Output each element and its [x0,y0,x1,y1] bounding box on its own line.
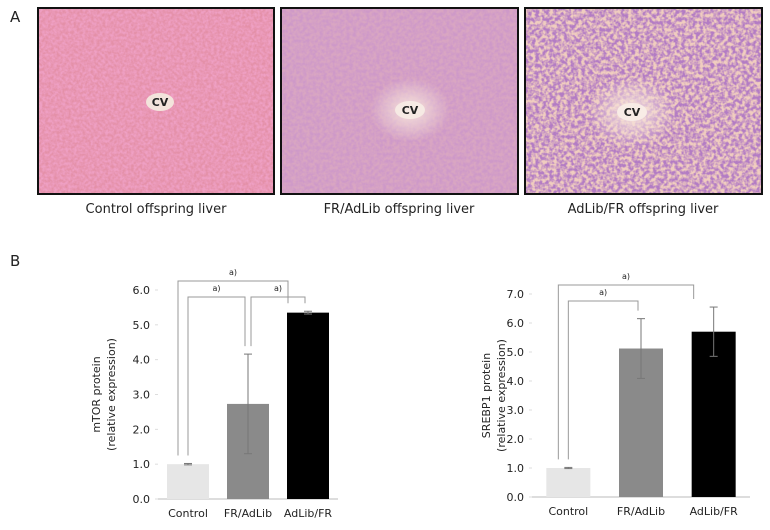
y-tick-label: 1.0 [133,458,151,471]
significance-bracket [187,296,246,456]
y-tick-label: 6.0 [507,317,525,330]
y-tick-label: 0.0 [507,491,525,504]
significance-label: a) [229,268,237,277]
image-caption: FR/AdLib offspring liver [324,202,475,217]
cv-label: CV [152,96,169,109]
error-bar [184,462,192,466]
bar [691,331,736,497]
x-tick-label: AdLib/FR [690,505,739,518]
panel-label: B [10,252,20,270]
y-tick-label: 7.0 [507,288,525,301]
y-axis-label: mTOR protein [90,356,103,432]
error-bar [244,353,252,455]
significance-label: a) [212,284,220,293]
image-caption: Control offspring liver [86,202,228,217]
y-tick-label: 5.0 [507,346,525,359]
error-bar [564,466,573,470]
panel-label: A [10,8,21,26]
histology-image: CV Control offspring liver [37,7,275,217]
y-tick-label: 3.0 [133,389,151,402]
image-caption: AdLib/FR offspring liver [568,202,719,217]
y-axis-label: SREBP1 protein [480,353,493,438]
x-tick-label: Control [168,507,208,520]
bar-chart: 0.0 1.0 2.0 3.0 4.0 5.0 6.0 7.0 SREBP1 protein (r… [480,272,750,518]
x-tick-label: Control [548,505,588,518]
y-tick-label: 2.0 [133,423,151,436]
significance-label: a) [599,288,607,297]
cv-label: CV [624,106,641,119]
y-tick-label: 3.0 [507,404,525,417]
y-tick-label: 5.0 [133,319,151,332]
cv-label: CV [402,104,419,117]
y-axis-label: (relative expression) [105,338,118,451]
bar-chart: 0.0 1.0 2.0 3.0 4.0 5.0 6.0 mTOR protein (relati… [90,268,338,520]
y-tick-label: 4.0 [133,354,151,367]
significance-bracket [177,280,289,456]
bar [167,464,209,499]
y-tick-label: 1.0 [507,462,525,475]
error-bar [304,310,312,315]
significance-bracket [557,284,695,460]
y-tick-label: 6.0 [133,284,151,297]
error-bar [637,318,645,379]
x-tick-label: AdLib/FR [284,507,333,520]
histology-image: CV FR/AdLib offspring liver [280,7,519,217]
significance-label: a) [622,272,630,281]
bar [287,312,329,499]
significance-label: a) [274,284,282,293]
y-tick-label: 2.0 [507,433,525,446]
error-bar [709,306,718,357]
significance-bracket [250,296,306,347]
y-tick-label: 0.0 [133,493,151,506]
significance-bracket [567,300,639,460]
x-tick-label: FR/AdLib [224,507,272,520]
x-tick-label: FR/AdLib [617,505,665,518]
histology-image: CV AdLib/FR offspring liver [524,7,763,217]
bar [546,468,591,497]
panel-a: A CV Control offspring liver CV FR/AdLib… [10,7,763,217]
y-tick-label: 4.0 [507,375,525,388]
y-axis-label: (relative expression) [495,339,508,452]
